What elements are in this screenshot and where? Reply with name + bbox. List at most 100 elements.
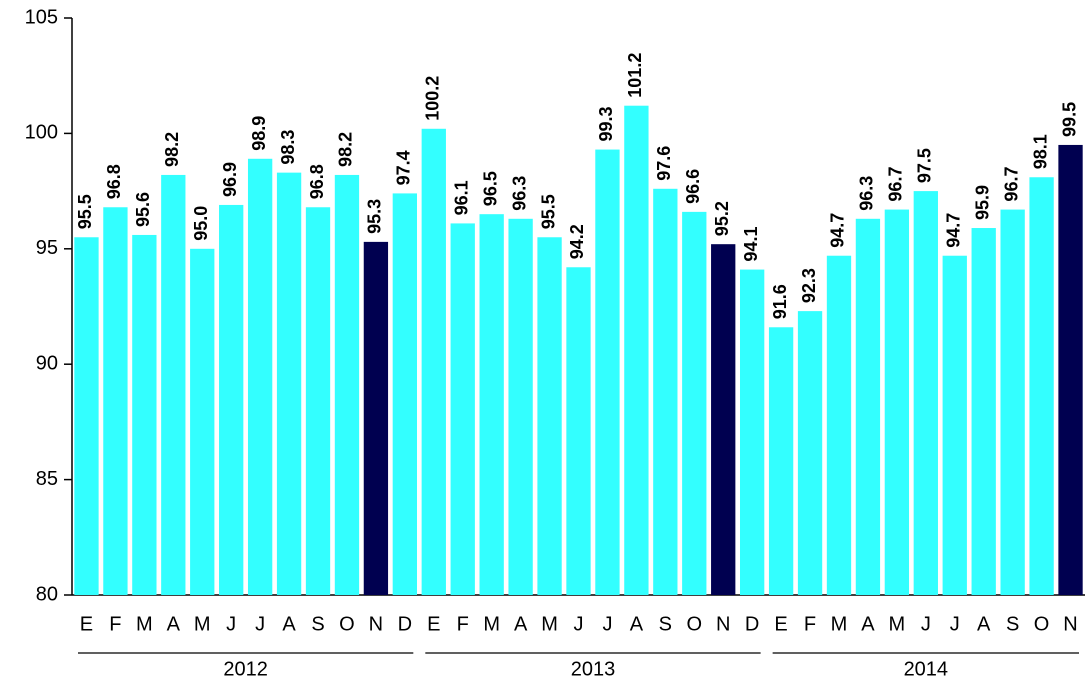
value-label: 91.6	[770, 284, 790, 319]
x-tick-label: J	[950, 613, 960, 635]
value-label: 96.9	[220, 162, 240, 197]
bar	[450, 223, 475, 596]
bar	[132, 234, 157, 595]
x-tick-label: A	[977, 613, 991, 635]
value-label: 98.3	[278, 130, 298, 165]
group-label: 2012	[223, 658, 268, 680]
bar	[884, 209, 910, 595]
value-label: 96.5	[480, 171, 500, 206]
bar	[479, 214, 504, 595]
bar	[797, 311, 823, 595]
y-tick-label: 90	[36, 352, 58, 374]
x-tick-label: O	[1034, 613, 1050, 635]
bar	[595, 149, 620, 595]
x-tick-label: M	[889, 613, 906, 635]
x-tick-label: F	[804, 613, 816, 635]
x-tick-label: J	[574, 613, 584, 635]
value-label: 98.1	[1030, 134, 1050, 169]
y-tick-label: 80	[36, 583, 58, 605]
value-label: 96.8	[104, 164, 124, 199]
y-tick-label: 85	[36, 468, 58, 490]
bar	[74, 237, 99, 595]
x-tick-label: A	[861, 613, 875, 635]
x-tick-label: S	[1006, 613, 1019, 635]
y-tick-label: 105	[25, 6, 58, 28]
value-label: 97.4	[394, 150, 414, 185]
x-tick-label: J	[921, 613, 931, 635]
value-label: 96.1	[451, 180, 471, 215]
x-tick-label: N	[716, 613, 730, 635]
x-tick-label: F	[457, 613, 469, 635]
bar	[421, 128, 446, 595]
x-tick-label: A	[167, 613, 181, 635]
bar	[1058, 144, 1083, 595]
value-label: 92.3	[799, 268, 819, 303]
bar	[682, 211, 707, 595]
value-label: 94.7	[828, 213, 848, 248]
bar	[219, 204, 244, 595]
x-tick-label: A	[514, 613, 528, 635]
x-tick-label: M	[483, 613, 500, 635]
bar	[740, 269, 765, 595]
x-tick-label: A	[282, 613, 296, 635]
bar	[363, 241, 389, 595]
x-tick-label: A	[630, 613, 644, 635]
bar	[826, 255, 852, 595]
bar	[276, 172, 302, 596]
y-tick-label: 95	[36, 237, 58, 259]
bar	[913, 191, 938, 595]
value-label: 100.2	[423, 76, 443, 121]
value-label: 101.2	[625, 53, 645, 98]
value-label: 96.3	[509, 176, 529, 211]
group-label: 2013	[571, 658, 616, 680]
bar	[711, 244, 736, 595]
value-label: 95.5	[538, 194, 558, 229]
x-tick-label: E	[80, 613, 93, 635]
x-tick-label: M	[194, 613, 211, 635]
x-tick-label: F	[109, 613, 121, 635]
x-tick-label: N	[369, 613, 383, 635]
bar	[161, 174, 186, 595]
value-label: 95.5	[75, 194, 95, 229]
group-label: 2014	[904, 658, 949, 680]
bar	[942, 255, 967, 595]
bar	[508, 218, 533, 595]
x-tick-label: D	[398, 613, 412, 635]
x-tick-label: S	[659, 613, 672, 635]
bar	[971, 228, 996, 595]
bar	[1029, 177, 1054, 595]
x-tick-label: M	[831, 613, 848, 635]
bar	[103, 207, 128, 596]
value-label: 99.3	[596, 107, 616, 142]
value-label: 97.6	[654, 146, 674, 181]
y-tick-label: 100	[25, 122, 58, 144]
bar	[247, 158, 273, 595]
value-label: 95.9	[972, 185, 992, 220]
bar	[768, 327, 794, 595]
value-label: 96.3	[857, 176, 877, 211]
value-label: 95.0	[191, 206, 211, 241]
x-tick-label: J	[602, 613, 612, 635]
x-tick-label: O	[686, 613, 702, 635]
bar	[653, 188, 678, 596]
bar	[566, 267, 591, 595]
x-tick-label: O	[339, 613, 355, 635]
value-label: 95.6	[133, 192, 153, 227]
value-label: 98.9	[249, 116, 269, 151]
bar	[305, 207, 331, 596]
value-label: 99.5	[1059, 102, 1079, 137]
value-label: 98.2	[336, 132, 356, 167]
bar	[855, 218, 881, 595]
value-label: 94.1	[741, 227, 761, 262]
x-tick-label: J	[255, 613, 265, 635]
x-tick-label: E	[774, 613, 787, 635]
value-label: 97.5	[915, 148, 935, 183]
value-label: 96.7	[1001, 167, 1021, 202]
bar	[190, 248, 215, 596]
x-tick-label: J	[226, 613, 236, 635]
value-label: 96.7	[886, 167, 906, 202]
value-label: 95.3	[365, 199, 385, 234]
x-tick-label: D	[745, 613, 759, 635]
bar	[1000, 209, 1025, 595]
